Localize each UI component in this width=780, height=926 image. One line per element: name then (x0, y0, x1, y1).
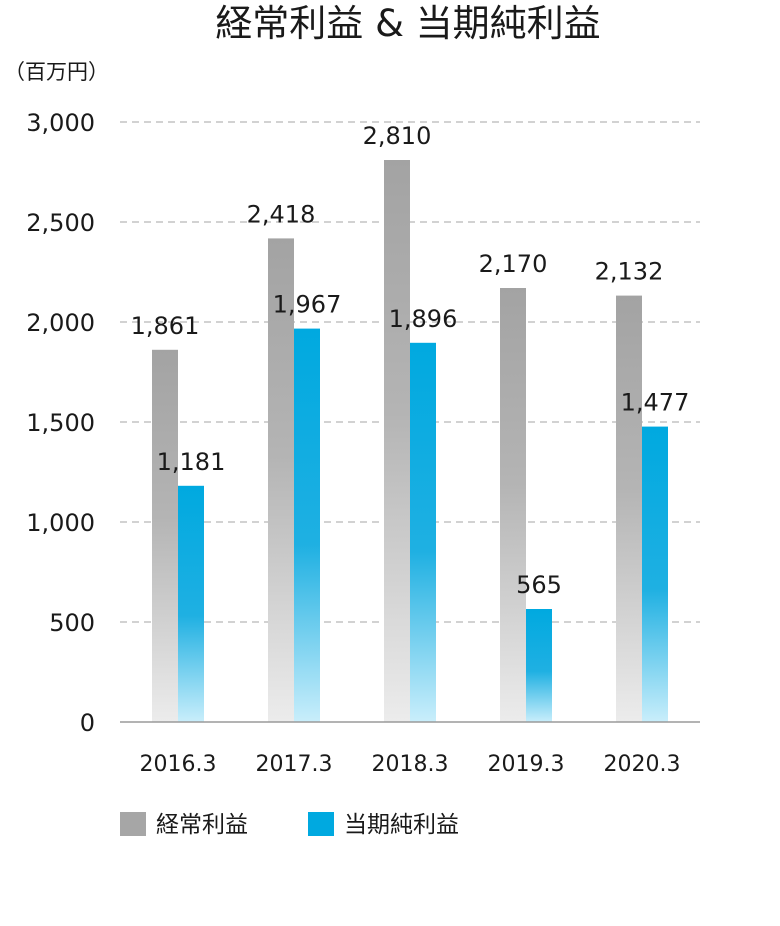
data-label: 2,418 (247, 200, 316, 228)
bars (152, 160, 668, 722)
legend-swatch-net-income (308, 812, 334, 836)
legend-label-ordinary-income: 経常利益 (156, 812, 248, 838)
y-axis-ticks: 0 500 1,000 1,500 2,000 2,500 3,000 (26, 109, 95, 737)
data-label: 1,896 (389, 305, 458, 333)
y-tick-label: 0 (80, 709, 95, 737)
legend-label-net-income: 当期純利益 (344, 812, 459, 838)
bar-net-income (526, 609, 552, 722)
data-label: 2,810 (363, 122, 432, 150)
y-tick-label: 500 (49, 609, 95, 637)
y-tick-label: 1,500 (26, 409, 95, 437)
x-tick-label: 2017.3 (256, 752, 333, 777)
bar-net-income (642, 426, 668, 722)
legend-swatch-ordinary-income (120, 812, 146, 836)
data-label: 2,132 (595, 258, 664, 286)
bar-net-income (410, 342, 436, 722)
chart-title: 経常利益 & 当期純利益 (215, 2, 600, 45)
x-tick-label: 2019.3 (488, 752, 565, 777)
data-labels: 1,861 1,181 2,418 1,967 2,810 1,896 2,170 565 2,… (131, 122, 690, 599)
y-tick-label: 2,500 (26, 209, 95, 237)
bar-ordinary-income (500, 288, 526, 722)
bar-ordinary-income (268, 238, 294, 722)
bar-ordinary-income (384, 160, 410, 722)
data-label: 1,967 (273, 291, 342, 319)
x-axis-ticks: 2016.3 2017.3 2018.3 2019.3 2020.3 (140, 752, 681, 777)
data-label: 1,477 (621, 389, 690, 417)
data-label: 1,181 (157, 448, 226, 476)
data-label: 1,861 (131, 312, 200, 340)
x-tick-label: 2016.3 (140, 752, 217, 777)
y-axis-unit-label: （百万円） (4, 60, 109, 84)
y-tick-label: 3,000 (26, 109, 95, 137)
bar-net-income (178, 485, 204, 722)
legend: 経常利益 当期純利益 (120, 812, 459, 838)
bar-ordinary-income (616, 295, 642, 722)
x-tick-label: 2018.3 (372, 752, 449, 777)
y-tick-label: 1,000 (26, 509, 95, 537)
bar-ordinary-income (152, 349, 178, 722)
data-label: 565 (516, 571, 562, 599)
x-tick-label: 2020.3 (604, 752, 681, 777)
data-label: 2,170 (479, 250, 548, 278)
bar-net-income (294, 328, 320, 722)
y-tick-label: 2,000 (26, 309, 95, 337)
